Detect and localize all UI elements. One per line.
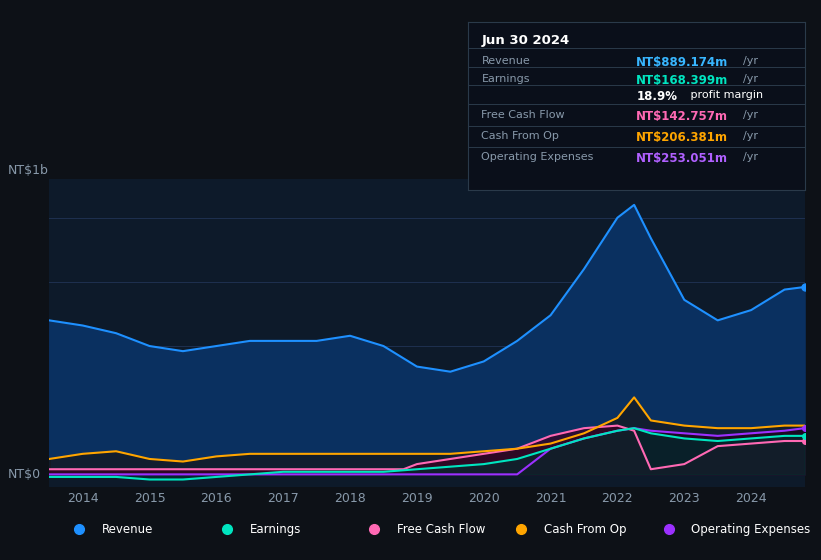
Text: /yr: /yr [743, 131, 759, 141]
Text: /yr: /yr [743, 152, 759, 162]
Text: 18.9%: 18.9% [636, 90, 677, 104]
Text: profit margin: profit margin [686, 90, 763, 100]
Text: Jun 30 2024: Jun 30 2024 [481, 34, 570, 47]
Text: Revenue: Revenue [102, 522, 154, 536]
Text: Free Cash Flow: Free Cash Flow [397, 522, 485, 536]
Text: Revenue: Revenue [481, 56, 530, 66]
Text: Earnings: Earnings [250, 522, 300, 536]
Text: NT$889.174m: NT$889.174m [636, 56, 728, 69]
Text: Cash From Op: Cash From Op [544, 522, 626, 536]
Text: /yr: /yr [743, 110, 759, 120]
Text: NT$253.051m: NT$253.051m [636, 152, 728, 165]
Text: NT$0: NT$0 [7, 468, 41, 481]
Text: NT$142.757m: NT$142.757m [636, 110, 728, 123]
Text: Free Cash Flow: Free Cash Flow [481, 110, 565, 120]
Text: Cash From Op: Cash From Op [481, 131, 559, 141]
Text: /yr: /yr [743, 56, 759, 66]
Text: Operating Expenses: Operating Expenses [691, 522, 810, 536]
Text: Earnings: Earnings [481, 73, 530, 83]
Text: Operating Expenses: Operating Expenses [481, 152, 594, 162]
Text: NT$206.381m: NT$206.381m [636, 131, 728, 144]
Text: NT$1b: NT$1b [7, 164, 48, 177]
Text: NT$168.399m: NT$168.399m [636, 73, 728, 87]
Text: /yr: /yr [743, 73, 759, 83]
